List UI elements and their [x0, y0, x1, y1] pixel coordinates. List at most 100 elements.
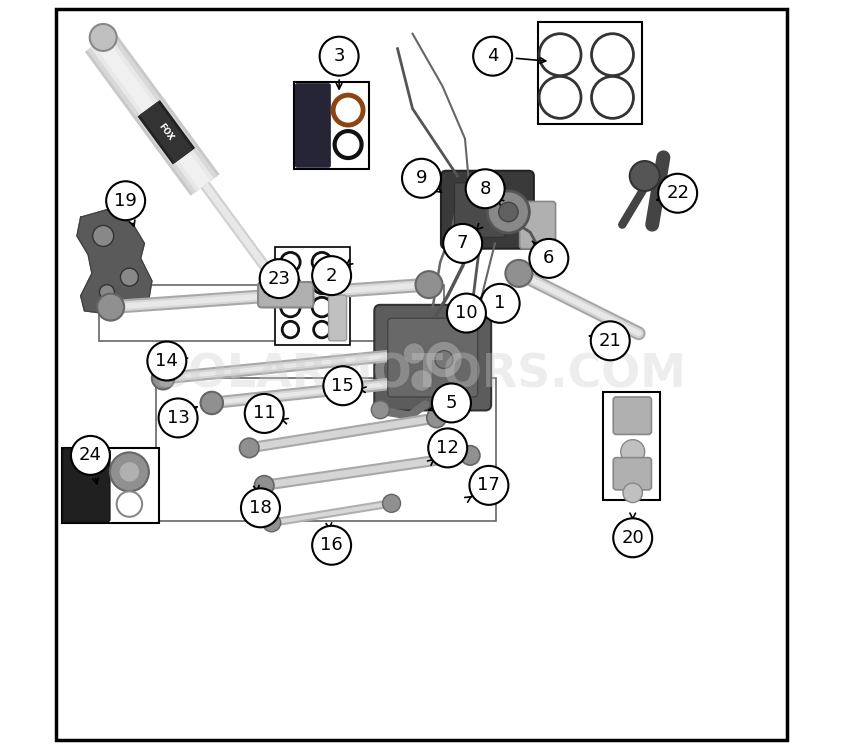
Circle shape — [403, 342, 425, 365]
Circle shape — [281, 275, 300, 294]
Circle shape — [263, 514, 281, 532]
Circle shape — [487, 191, 529, 233]
Text: 6: 6 — [543, 249, 555, 267]
Circle shape — [116, 491, 142, 517]
Circle shape — [260, 259, 298, 298]
Circle shape — [383, 494, 400, 512]
Circle shape — [539, 76, 581, 118]
Circle shape — [473, 37, 513, 76]
FancyBboxPatch shape — [374, 305, 491, 410]
FancyBboxPatch shape — [294, 82, 369, 169]
FancyBboxPatch shape — [441, 171, 534, 249]
Circle shape — [324, 366, 362, 405]
FancyBboxPatch shape — [62, 449, 110, 522]
Text: 15: 15 — [331, 377, 354, 395]
FancyBboxPatch shape — [603, 392, 660, 500]
FancyBboxPatch shape — [454, 183, 506, 237]
FancyBboxPatch shape — [62, 448, 159, 523]
Circle shape — [592, 76, 633, 118]
Circle shape — [99, 285, 115, 300]
Text: 10: 10 — [455, 304, 478, 322]
Circle shape — [201, 392, 223, 414]
Text: 13: 13 — [167, 409, 190, 427]
Circle shape — [89, 24, 116, 51]
Circle shape — [152, 367, 175, 389]
Text: 2: 2 — [326, 267, 337, 285]
Circle shape — [312, 252, 331, 272]
Circle shape — [623, 483, 642, 503]
Circle shape — [312, 297, 331, 317]
Circle shape — [402, 159, 441, 198]
Text: 17: 17 — [477, 476, 501, 494]
Circle shape — [613, 518, 652, 557]
Circle shape — [244, 394, 284, 433]
Text: 9: 9 — [416, 169, 427, 187]
Circle shape — [281, 297, 300, 317]
Text: 4: 4 — [487, 47, 498, 65]
Circle shape — [591, 321, 630, 360]
Circle shape — [443, 224, 482, 263]
FancyBboxPatch shape — [295, 83, 330, 168]
Circle shape — [658, 174, 697, 213]
Circle shape — [264, 269, 287, 293]
FancyBboxPatch shape — [519, 201, 556, 249]
Circle shape — [529, 239, 568, 278]
Circle shape — [620, 440, 645, 464]
Circle shape — [97, 294, 124, 321]
Text: 20: 20 — [621, 529, 644, 547]
Circle shape — [158, 398, 197, 437]
Circle shape — [335, 131, 362, 158]
FancyBboxPatch shape — [538, 22, 642, 124]
Circle shape — [465, 169, 505, 208]
Text: 12: 12 — [437, 439, 459, 457]
Circle shape — [460, 446, 480, 465]
Circle shape — [427, 408, 446, 428]
Text: 7: 7 — [457, 234, 469, 252]
Circle shape — [313, 276, 330, 294]
Circle shape — [93, 225, 114, 246]
Circle shape — [281, 252, 300, 272]
Circle shape — [110, 452, 149, 491]
Circle shape — [314, 321, 330, 338]
Text: 19: 19 — [114, 192, 137, 210]
Text: FOX: FOX — [157, 122, 175, 142]
Text: 24: 24 — [79, 446, 102, 464]
Circle shape — [333, 95, 363, 125]
Text: 16: 16 — [320, 536, 343, 554]
Circle shape — [120, 462, 139, 482]
Circle shape — [241, 488, 280, 527]
FancyBboxPatch shape — [276, 247, 351, 345]
Circle shape — [371, 401, 389, 419]
Text: 22: 22 — [666, 184, 690, 202]
Text: 14: 14 — [155, 352, 178, 370]
Circle shape — [312, 526, 351, 565]
Text: 5: 5 — [446, 394, 457, 412]
Circle shape — [499, 202, 518, 222]
FancyBboxPatch shape — [613, 397, 652, 434]
Text: 11: 11 — [253, 404, 276, 422]
FancyBboxPatch shape — [258, 282, 314, 307]
Text: SOLARMOTORS.COM: SOLARMOTORS.COM — [156, 352, 687, 397]
Circle shape — [255, 476, 274, 495]
FancyBboxPatch shape — [613, 458, 652, 490]
Circle shape — [481, 284, 519, 323]
Circle shape — [539, 34, 581, 76]
FancyBboxPatch shape — [329, 295, 346, 341]
Circle shape — [470, 466, 508, 505]
Circle shape — [106, 181, 145, 220]
Text: 18: 18 — [249, 499, 271, 517]
Circle shape — [411, 369, 432, 392]
Polygon shape — [77, 210, 152, 315]
Text: 21: 21 — [599, 332, 621, 350]
Circle shape — [148, 342, 186, 380]
Text: 3: 3 — [333, 47, 345, 65]
Circle shape — [630, 161, 660, 191]
Circle shape — [239, 438, 259, 458]
Circle shape — [592, 34, 633, 76]
Text: 8: 8 — [480, 180, 491, 198]
Circle shape — [428, 428, 467, 467]
Circle shape — [121, 268, 138, 286]
Circle shape — [416, 271, 443, 298]
Circle shape — [447, 294, 486, 333]
Text: 23: 23 — [268, 270, 291, 288]
